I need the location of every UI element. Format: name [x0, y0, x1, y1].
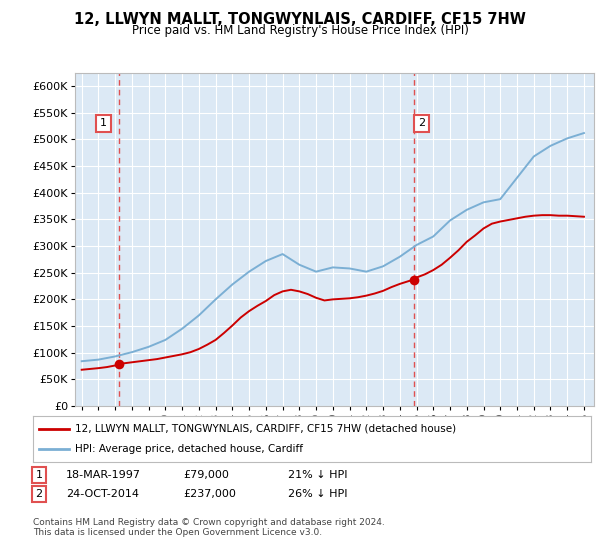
Text: 2: 2 — [35, 489, 43, 499]
Text: 12, LLWYN MALLT, TONGWYNLAIS, CARDIFF, CF15 7HW: 12, LLWYN MALLT, TONGWYNLAIS, CARDIFF, C… — [74, 12, 526, 27]
Text: Contains HM Land Registry data © Crown copyright and database right 2024.
This d: Contains HM Land Registry data © Crown c… — [33, 518, 385, 538]
Text: 1: 1 — [35, 470, 43, 480]
Text: 12, LLWYN MALLT, TONGWYNLAIS, CARDIFF, CF15 7HW (detached house): 12, LLWYN MALLT, TONGWYNLAIS, CARDIFF, C… — [75, 424, 456, 434]
Text: 1: 1 — [100, 119, 107, 128]
Text: 21% ↓ HPI: 21% ↓ HPI — [288, 470, 347, 480]
Text: 18-MAR-1997: 18-MAR-1997 — [66, 470, 141, 480]
Text: £237,000: £237,000 — [183, 489, 236, 499]
Text: 24-OCT-2014: 24-OCT-2014 — [66, 489, 139, 499]
Text: HPI: Average price, detached house, Cardiff: HPI: Average price, detached house, Card… — [75, 444, 303, 454]
Text: Price paid vs. HM Land Registry's House Price Index (HPI): Price paid vs. HM Land Registry's House … — [131, 24, 469, 36]
Text: £79,000: £79,000 — [183, 470, 229, 480]
Text: 26% ↓ HPI: 26% ↓ HPI — [288, 489, 347, 499]
Text: 2: 2 — [418, 119, 425, 128]
